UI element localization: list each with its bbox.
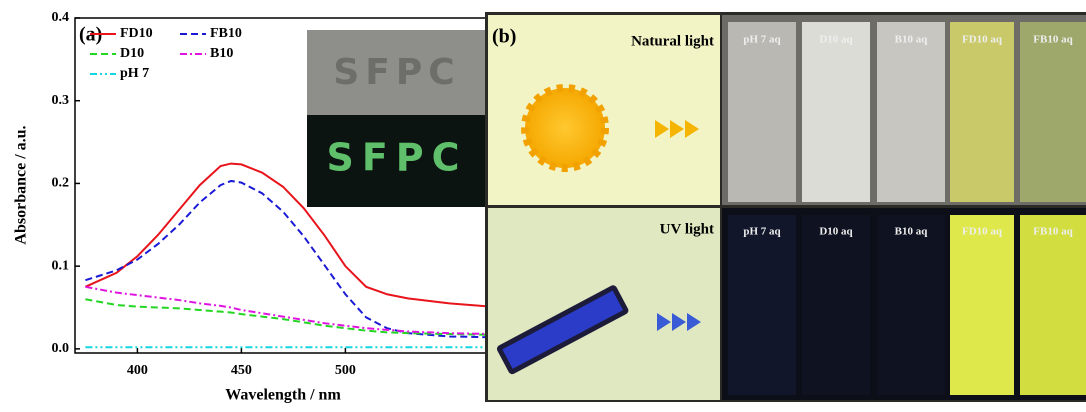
x-tick-label: 500 bbox=[335, 363, 356, 378]
condition-label: Natural light bbox=[631, 33, 714, 49]
x-tick-label: 450 bbox=[231, 363, 252, 378]
y-axis-label: Absorbance / a.u. bbox=[13, 125, 30, 244]
cuvette-label: FD10 aq bbox=[962, 226, 1003, 238]
inset-photo-top bbox=[307, 30, 487, 115]
cuvette-labels: pH 7 aq pH 7 aq D10 aq D10 aq B10 aq B10 aq FD… bbox=[743, 34, 1073, 238]
inset-text: SFPC bbox=[326, 136, 467, 180]
series-line bbox=[85, 179, 491, 339]
photo-panel bbox=[485, 12, 1086, 402]
y-tick-label: 0.2 bbox=[52, 176, 70, 191]
condition-label: UV light bbox=[660, 221, 714, 237]
series-line bbox=[85, 285, 491, 335]
cuvette-label: FD10 aq bbox=[962, 34, 1003, 46]
cuvette-label: D10 aq bbox=[819, 34, 853, 46]
inset-photo-bottom bbox=[307, 115, 487, 207]
legend-label: pH 7 bbox=[120, 66, 149, 81]
cuvette-label: pH 7 aq bbox=[743, 226, 781, 238]
series-line bbox=[84, 162, 491, 308]
y-tick-label: 0.0 bbox=[52, 341, 70, 356]
cuvette-label: FB10 aq bbox=[1033, 226, 1073, 238]
series-line bbox=[85, 298, 491, 336]
cuvette-label: B10 aq bbox=[895, 226, 929, 238]
y-tick-label: 0.1 bbox=[52, 258, 70, 273]
inset-text: SFPC bbox=[333, 52, 460, 93]
legend-label: FB10 bbox=[210, 26, 242, 41]
cuvette-label: pH 7 aq bbox=[743, 34, 781, 46]
legend-label: B10 bbox=[210, 46, 233, 61]
panel-label: (b) bbox=[492, 26, 516, 48]
y-tick-label: 0.4 bbox=[52, 10, 70, 25]
y-tick-label: 0.3 bbox=[52, 93, 70, 108]
cuvette-label: FB10 aq bbox=[1033, 34, 1073, 46]
legend-label: D10 bbox=[120, 46, 144, 61]
x-tick-label: 400 bbox=[127, 363, 148, 378]
x-axis-label: Wavelength / nm bbox=[225, 387, 341, 404]
cuvette-label: D10 aq bbox=[819, 226, 853, 238]
cuvette-label: B10 aq bbox=[895, 34, 929, 46]
legend-label: FD10 bbox=[120, 26, 153, 41]
